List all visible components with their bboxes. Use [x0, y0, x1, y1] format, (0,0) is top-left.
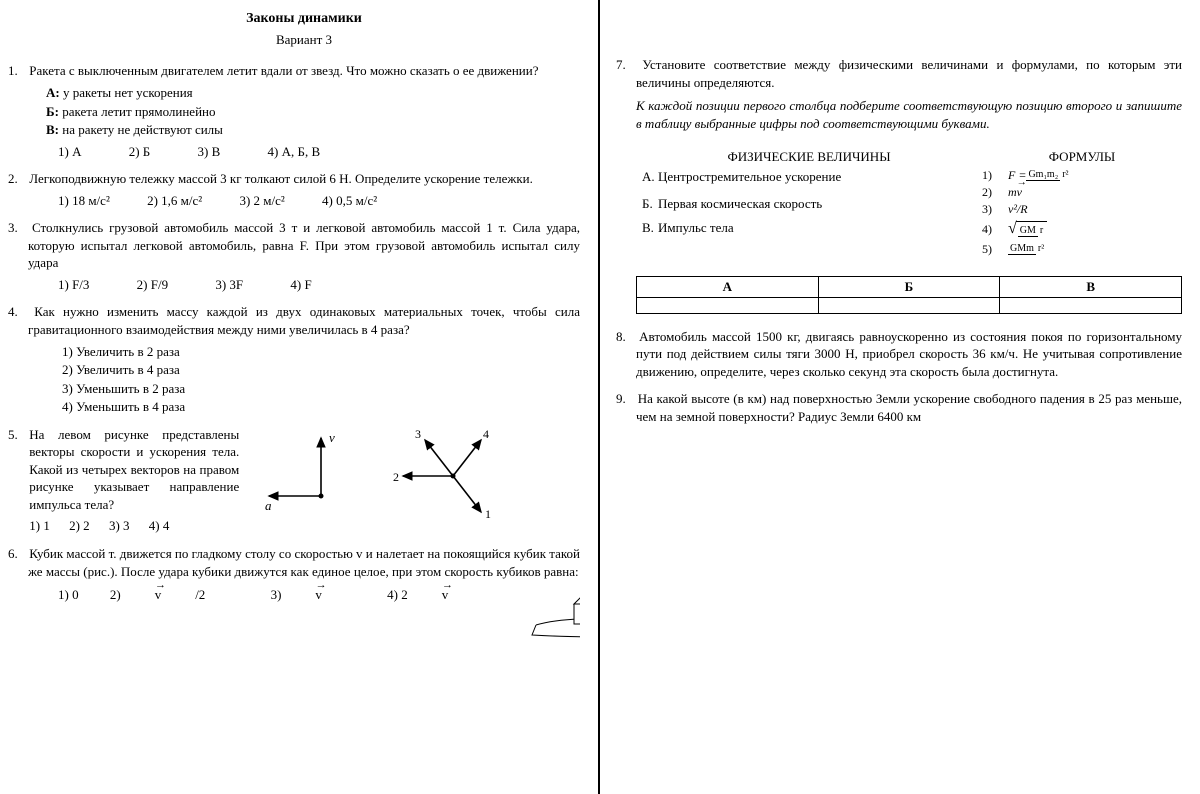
q4-opt-3: 3) Уменьшить в 2 раза	[62, 380, 580, 398]
svg-text:3: 3	[415, 427, 421, 441]
q4-opt-2: 2) Увеличить в 4 раза	[62, 361, 580, 379]
q6-opt-4: 4) 2v	[387, 586, 482, 604]
q5-number: 5.	[8, 426, 26, 444]
q6-number: 6.	[8, 545, 26, 563]
q3-opt-3: 3) 3F	[215, 276, 243, 294]
q2-opt-2: 2) 1,6 м/с²	[147, 192, 202, 210]
q5-text: На левом рисунке представлены векторы ск…	[29, 427, 239, 512]
question-7: 7. Установите соответствие между физичес…	[636, 56, 1182, 258]
q7-text: Установите соответствие между физическим…	[636, 57, 1182, 90]
q2-opt-4: 4) 0,5 м/с²	[322, 192, 377, 210]
question-3: 3. Столкнулись грузовой автомобиль массо…	[28, 219, 580, 293]
question-4: 4. Как нужно изменить массу каждой из дв…	[28, 303, 580, 415]
question-5: 5. На левом рисунке представлены векторы…	[28, 426, 580, 535]
q6-opt-2: 2) v/2	[110, 586, 239, 604]
q7-quantity-a: А. Центростремительное ускорение	[636, 168, 982, 186]
q7-answer-cell-b[interactable]	[818, 297, 1000, 313]
q9-text: На какой высоте (в км) над поверхностью …	[636, 391, 1182, 424]
q4-text: Как нужно изменить массу каждой из двух …	[28, 304, 580, 337]
q6-opt-1: 1) 0	[58, 586, 79, 604]
svg-text:1: 1	[485, 507, 491, 521]
q3-text: Столкнулись грузовой автомобиль массой 3…	[28, 220, 580, 270]
q7-answer-col-a: А	[637, 277, 819, 298]
q5-opt-1: 1) 1	[29, 518, 50, 533]
q1-opt-3: 3) В	[198, 143, 221, 161]
q3-opt-1: 1) F/3	[58, 276, 89, 294]
svg-text:4: 4	[483, 427, 489, 441]
q1-stmt-v: В: на ракету не действуют силы	[46, 121, 580, 139]
q3-opt-2: 2) F/9	[137, 276, 168, 294]
q2-opt-3: 3) 2 м/с²	[239, 192, 284, 210]
question-8: 8. Автомобиль массой 1500 кг, двигаясь р…	[636, 328, 1182, 381]
q5-figure-left: v⃗ a⃗	[251, 426, 371, 521]
q7-answer-cell-v[interactable]	[1000, 297, 1182, 313]
q9-number: 9.	[616, 390, 634, 408]
q4-number: 4.	[8, 303, 26, 321]
q1-stmt-b: Б: ракета летит прямолинейно	[46, 103, 580, 121]
q2-opt-1: 1) 18 м/с²	[58, 192, 110, 210]
question-6: 6. Кубик массой т. движется по гладкому …	[28, 545, 580, 640]
page-left-column: Законы динамики Вариант 3 1. Ракета с вы…	[0, 0, 600, 794]
question-9: 9. На какой высоте (в км) над поверхност…	[636, 390, 1182, 425]
q7-answer-col-v: В	[1000, 277, 1182, 298]
q3-opt-4: 4) F	[290, 276, 311, 294]
q4-opt-1: 1) Увеличить в 2 раза	[62, 343, 580, 361]
q1-opt-2: 2) Б	[129, 143, 151, 161]
q7-instruction: К каждой позиции первого столбца подбери…	[636, 97, 1182, 132]
svg-text:v⃗: v⃗	[329, 430, 345, 445]
q7-answer-table: А Б В	[636, 276, 1182, 314]
q1-opt-4: 4) А, Б, В	[268, 143, 321, 161]
worksheet-variant: Вариант 3	[28, 31, 580, 49]
q5-opt-3: 3) 3	[109, 518, 130, 533]
q5-figure-right: 3 4 2 1	[383, 426, 513, 521]
q8-text: Автомобиль массой 1500 кг, двигаясь равн…	[636, 329, 1182, 379]
q1-text: Ракета с выключенным двигателем летит вд…	[29, 63, 538, 78]
q7-quantity-b: Б. Первая космическая скорость	[636, 195, 982, 213]
page-right-column: 7. Установите соответствие между физичес…	[600, 0, 1200, 794]
question-1: 1. Ракета с выключенным двигателем летит…	[28, 62, 580, 160]
q5-opt-2: 2) 2	[69, 518, 90, 533]
q5-opt-4: 4) 4	[149, 518, 170, 533]
q7-quantity-v: В. Импульс тела	[636, 219, 982, 237]
q7-header-quantities: ФИЗИЧЕСКИЕ ВЕЛИЧИНЫ	[636, 148, 982, 166]
worksheet-title: Законы динамики	[28, 10, 580, 29]
q1-opt-1: 1) А	[58, 143, 81, 161]
q7-answer-col-b: Б	[818, 277, 1000, 298]
q6-figure	[526, 580, 580, 640]
q4-opt-4: 4) Уменьшить в 4 раза	[62, 398, 580, 416]
q7-answer-cell-a[interactable]	[637, 297, 819, 313]
svg-text:a⃗: a⃗	[265, 498, 282, 513]
q1-number: 1.	[8, 62, 26, 80]
svg-text:2: 2	[393, 470, 399, 484]
q6-opt-3: 3) v	[271, 586, 356, 604]
q7-formula-list: 1) F = Gm₁m₂r² 2) mv 3) v²/R 4) √GMr 5) …	[982, 166, 1182, 258]
q1-stmt-a: А: А: у ракеты нет ускоренияу ракеты нет…	[46, 84, 580, 102]
q8-number: 8.	[616, 328, 634, 346]
q3-number: 3.	[8, 219, 26, 237]
question-2: 2. Легкоподвижную тележку массой 3 кг то…	[28, 170, 580, 209]
q6-text: Кубик массой т. движется по гладкому сто…	[28, 546, 580, 579]
q2-number: 2.	[8, 170, 26, 188]
q7-header-formulas: ФОРМУЛЫ	[982, 148, 1182, 166]
q2-text: Легкоподвижную тележку массой 3 кг толка…	[29, 171, 533, 186]
q7-number: 7.	[616, 56, 634, 74]
